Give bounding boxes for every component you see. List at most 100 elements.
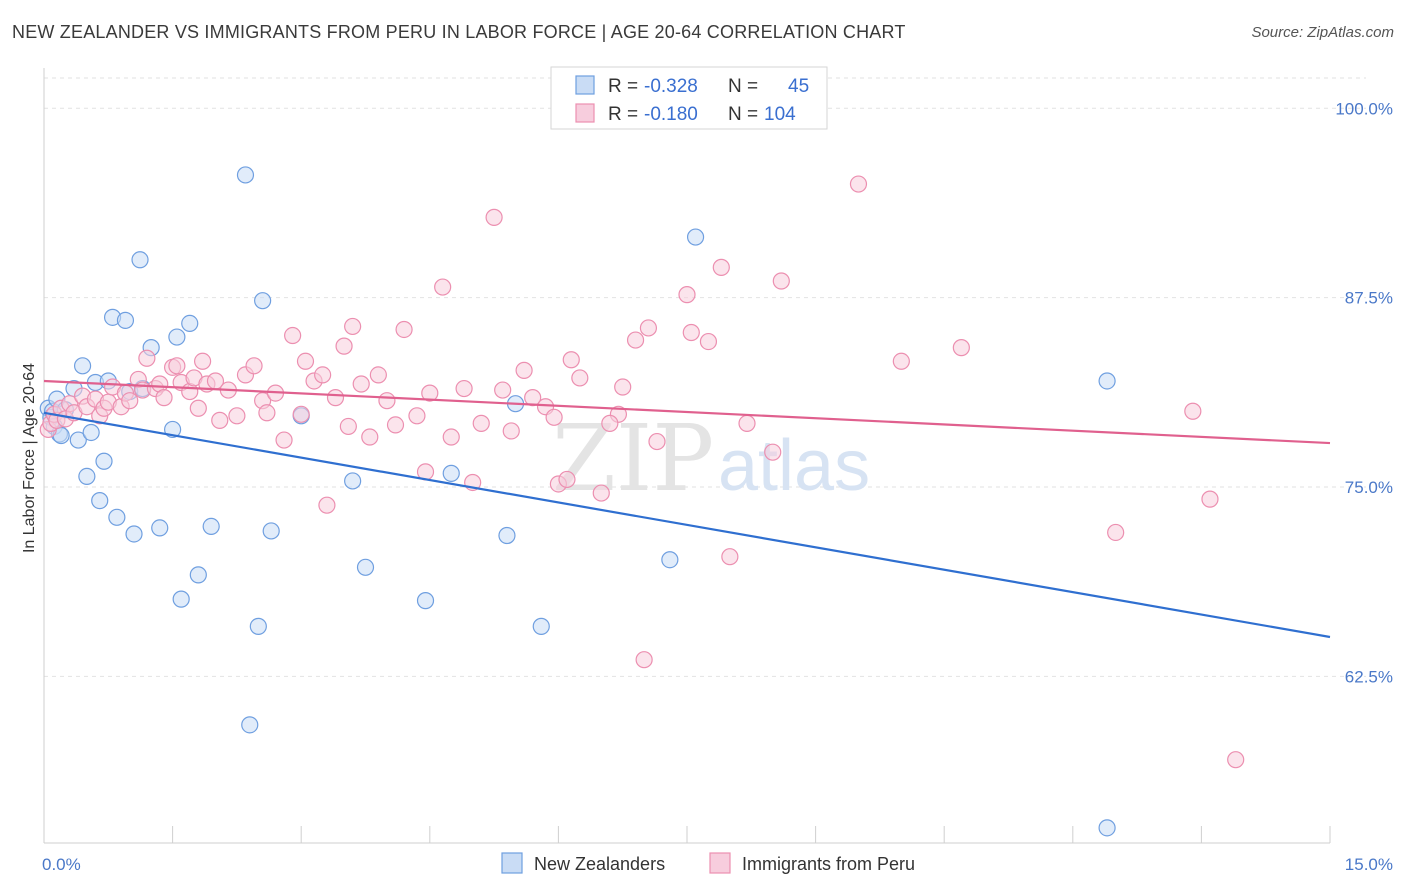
legend-r-value-nz: -0.328 [644,76,698,97]
series-legend: New Zealanders Immigrants from Peru [501,852,915,874]
series-legend-label-nz: New Zealanders [534,854,665,874]
point-peru [892,352,910,370]
legend-swatch-peru [575,103,595,123]
x-tick-labels: 0.0% 15.0% [42,855,1393,874]
point-new-zealander [442,464,460,482]
point-new-zealander [1098,819,1116,837]
point-peru [395,320,413,339]
point-peru [639,319,658,337]
point-peru [558,470,576,489]
point-new-zealander [151,519,169,537]
series-legend-label-peru: Immigrants from Peru [742,854,915,874]
point-peru [314,366,332,384]
point-new-zealander [532,617,550,635]
point-new-zealander [249,617,267,635]
point-peru [455,379,473,398]
point-peru [361,428,379,446]
point-new-zealander [241,716,259,734]
trend-lines [43,379,1331,639]
point-peru [1201,490,1219,508]
point-peru [601,414,619,432]
trend-line-peru [43,379,1331,445]
point-new-zealander [116,311,135,329]
point-new-zealander [73,357,92,375]
point-peru [386,416,405,434]
point-peru [1107,523,1125,542]
point-new-zealander [125,525,143,543]
point-peru [211,411,229,429]
point-peru [772,272,790,290]
point-peru [1227,751,1245,769]
data-points [39,166,1245,837]
point-peru [626,331,645,349]
series-legend-swatch-peru [709,852,731,874]
point-new-zealander [262,522,280,540]
point-peru [515,361,533,379]
legend-r-value-peru: -0.180 [644,104,698,125]
point-peru [352,375,370,393]
point-peru [682,323,700,342]
point-peru [738,414,756,432]
point-peru [614,378,632,396]
stats-legend: R = -0.328 N = 45 R = -0.180 N = 104 [550,66,828,130]
point-peru [721,548,739,566]
y-tick-label: 75.0% [1345,478,1393,497]
point-peru [442,428,460,446]
point-new-zealander [254,292,272,310]
point-peru [275,431,293,449]
point-peru [635,651,653,669]
x-tick-label-max: 15.0% [1345,855,1393,874]
x-tick-label-min: 0.0% [42,855,81,874]
point-new-zealander [108,508,126,526]
point-new-zealander [131,251,149,269]
point-peru [194,352,212,370]
point-peru [228,407,246,425]
legend-n-value-nz: 45 [788,76,809,97]
legend-swatch-nz [575,75,595,95]
point-new-zealander [1098,372,1116,390]
y-tick-label: 87.5% [1345,289,1393,308]
point-new-zealander [236,166,255,184]
chart-title: NEW ZEALANDER VS IMMIGRANTS FROM PERU IN… [12,22,906,42]
y-axis-label: In Labor Force | Age 20-64 [21,363,38,553]
point-peru [849,175,868,193]
point-peru [369,366,387,384]
point-peru [138,349,156,367]
point-peru [545,408,563,426]
point-peru [699,332,718,351]
series-legend-swatch-nz [501,852,523,874]
point-peru [592,484,610,502]
source-credit: Source: ZipAtlas.com [1251,24,1394,41]
y-tick-label: 100.0% [1335,99,1393,118]
point-peru [678,286,696,304]
trend-line-new-zealanders [43,411,1331,639]
legend-n-value-peru: 104 [764,104,796,125]
point-new-zealander [202,517,220,535]
point-peru [502,422,520,440]
point-new-zealander [78,467,96,486]
watermark-atlas: atlas [718,426,870,506]
point-peru [245,357,263,375]
point-peru [571,369,589,387]
point-peru [712,258,730,276]
point-peru [339,417,357,436]
point-new-zealander [498,526,516,545]
point-new-zealander [686,228,705,246]
point-peru [189,399,207,417]
point-peru [494,381,512,399]
point-new-zealander [168,328,186,346]
point-peru [434,278,452,296]
point-new-zealander [95,452,113,470]
point-peru [378,392,396,410]
point-peru [155,389,173,407]
point-new-zealander [189,566,207,584]
point-peru [258,404,276,422]
point-peru [344,317,362,336]
point-new-zealander [356,558,375,576]
point-peru [421,384,439,402]
point-peru [284,326,302,345]
y-tick-labels: 100.0% 87.5% 75.0% 62.5% [1335,99,1393,686]
point-new-zealander [344,472,362,490]
legend-n-label-peru: N = [728,104,758,125]
